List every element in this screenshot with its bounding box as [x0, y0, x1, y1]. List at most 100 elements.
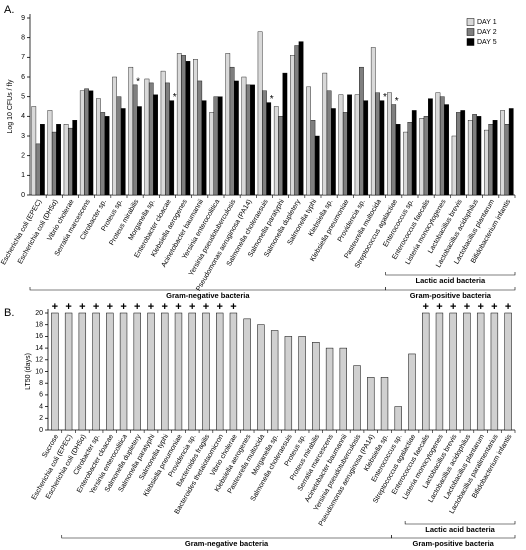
bar [408, 353, 416, 431]
group-bracket [385, 287, 516, 291]
bar [63, 123, 69, 196]
y-axis-label: Log 10 CFUs / fly [7, 79, 14, 134]
bar [395, 123, 401, 196]
bar [144, 78, 150, 196]
bar [112, 76, 117, 196]
bar [472, 114, 477, 196]
bar [174, 312, 183, 431]
bar [298, 41, 304, 196]
bar [88, 90, 94, 196]
bar [216, 312, 224, 431]
marker: + [230, 301, 236, 313]
bar [476, 116, 482, 196]
bar [72, 120, 78, 196]
group-label: Gram-positive bacteria [413, 539, 495, 548]
marker: + [505, 301, 511, 313]
bar [273, 106, 279, 196]
marker: + [203, 301, 209, 313]
bar [456, 112, 461, 196]
bar [403, 131, 408, 196]
bar [202, 312, 210, 431]
legend-swatch [466, 38, 475, 46]
bar [354, 94, 360, 196]
y-tick-label: 0 [39, 427, 43, 434]
bar [278, 116, 283, 196]
bar [185, 61, 191, 196]
marker: + [93, 301, 99, 313]
bar [380, 377, 389, 431]
bar [133, 312, 141, 431]
y-tick-label: 8 [39, 380, 43, 387]
y-tick-label: 4 [39, 403, 43, 410]
bar [31, 106, 37, 196]
bar [51, 131, 57, 196]
y-tick-label: 2 [39, 415, 43, 422]
panel-label: A. [4, 4, 14, 16]
bar [148, 82, 154, 196]
bar [197, 80, 203, 196]
bar [504, 312, 512, 431]
bar [176, 53, 182, 196]
y-tick-label: 3 [21, 133, 25, 140]
bar [137, 106, 142, 196]
bar [209, 112, 214, 196]
annotation: * [395, 96, 399, 107]
marker: + [189, 301, 195, 313]
bar [169, 100, 175, 196]
marker: + [52, 301, 58, 313]
marker: + [134, 301, 140, 313]
y-tick-label: 14 [35, 345, 43, 352]
bar [188, 312, 196, 431]
bar [193, 59, 198, 196]
group-bracket [404, 521, 516, 525]
y-tick-label: 20 [35, 310, 43, 317]
bar [500, 110, 505, 196]
bar [266, 102, 272, 196]
bar [201, 100, 207, 196]
bar [347, 94, 352, 196]
bar [78, 312, 87, 431]
group-label: Lactic acid bacteria [425, 525, 495, 534]
bar [119, 312, 128, 431]
bar [257, 324, 265, 431]
bar [243, 318, 251, 431]
y-axis-label: LT50 (days) [25, 353, 32, 390]
group-label: Lactic acid bacteria [416, 276, 486, 285]
bar [428, 98, 433, 196]
y-tick-label: 7 [21, 54, 25, 61]
bar [56, 123, 61, 196]
y-tick-label: 5 [21, 94, 25, 101]
bar [290, 55, 295, 196]
y-tick-label: 9 [21, 15, 25, 22]
annotation: * [136, 77, 140, 88]
bar [451, 135, 457, 196]
marker: + [216, 301, 222, 313]
legend-label: DAY 5 [477, 39, 497, 46]
bar [394, 406, 402, 431]
bar [229, 312, 238, 431]
bar [132, 84, 138, 196]
annotation: * [270, 94, 274, 105]
marker: + [162, 301, 168, 313]
bar [391, 104, 397, 196]
y-tick-label: 12 [35, 357, 43, 364]
group-bracket [385, 272, 516, 276]
y-tick-label: 2 [21, 153, 25, 160]
bar [508, 108, 514, 196]
bar [284, 336, 293, 431]
bar [257, 31, 263, 196]
bar [306, 86, 311, 196]
bar [84, 88, 89, 196]
bar [322, 72, 328, 196]
bar [359, 66, 364, 196]
marker: + [477, 301, 483, 313]
y-tick-label: 1 [21, 172, 25, 179]
marker: + [107, 301, 113, 313]
bar [492, 120, 498, 196]
group-label: Gram-positive bacteria [410, 291, 492, 300]
bar [375, 92, 380, 196]
bar [217, 96, 223, 196]
bar [379, 100, 385, 196]
bar [104, 116, 110, 196]
bar [314, 135, 320, 196]
